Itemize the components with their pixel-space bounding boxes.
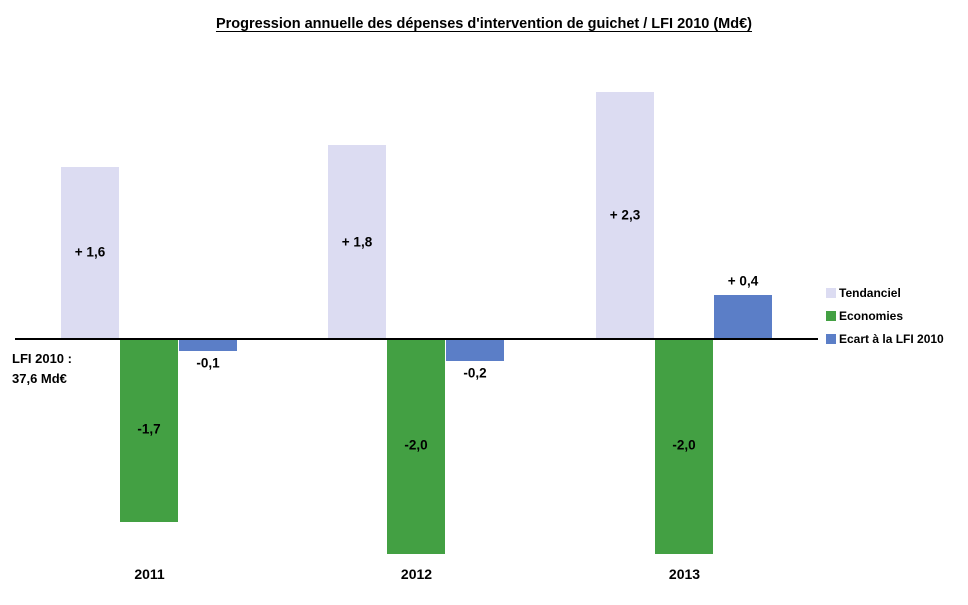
value-label-tendanciel-2013: + 2,3 [609, 207, 641, 223]
bar-economies-2013 [655, 340, 713, 554]
legend-label-tendanciel: Tendanciel [839, 285, 901, 300]
category-label-2011: 2011 [134, 566, 165, 582]
legend-item-tendanciel: Tendanciel [826, 281, 944, 304]
value-label-tendanciel-2012: + 1,8 [341, 234, 373, 250]
bar-economies-2011 [120, 340, 178, 522]
bar-ecart-2013 [714, 295, 772, 338]
legend-item-ecart: Ecart à la LFI 2010 [826, 327, 944, 350]
baseline-annotation: LFI 2010 : 37,6 Md€ [12, 349, 72, 389]
bar-tendanciel-2013 [596, 91, 654, 338]
baseline-annotation-line2: 37,6 Md€ [12, 371, 67, 386]
bar-tendanciel-2012 [328, 145, 386, 338]
legend-item-economies: Economies [826, 304, 944, 327]
value-label-tendanciel-2011: + 1,6 [74, 244, 106, 260]
value-label-ecart-2011: -0,1 [196, 355, 220, 371]
legend-swatch-economies [826, 310, 836, 321]
bar-economies-2012 [387, 340, 445, 554]
bar-ecart-2011 [179, 340, 237, 351]
bar-tendanciel-2011 [61, 166, 119, 338]
legend-label-ecart: Ecart à la LFI 2010 [839, 331, 944, 346]
legend-label-economies: Economies [839, 308, 904, 323]
value-label-ecart-2012: -0,2 [463, 365, 487, 381]
chart-title: Progression annuelle des dépenses d'inte… [215, 16, 753, 32]
bar-ecart-2012 [446, 340, 504, 362]
x-axis-line [15, 338, 818, 340]
legend-swatch-ecart [826, 333, 836, 344]
legend-swatch-tendanciel [826, 287, 836, 298]
baseline-annotation-line1: LFI 2010 : [12, 351, 72, 366]
value-label-economies-2011: -1,7 [137, 421, 161, 437]
legend: Tendanciel Economies Ecart à la LFI 2010 [826, 281, 944, 350]
value-label-economies-2012: -2,0 [404, 437, 428, 453]
value-label-economies-2013: -2,0 [672, 437, 696, 453]
category-label-2013: 2013 [668, 566, 701, 582]
category-label-2012: 2012 [400, 566, 433, 582]
value-label-ecart-2013: + 0,4 [727, 273, 759, 289]
